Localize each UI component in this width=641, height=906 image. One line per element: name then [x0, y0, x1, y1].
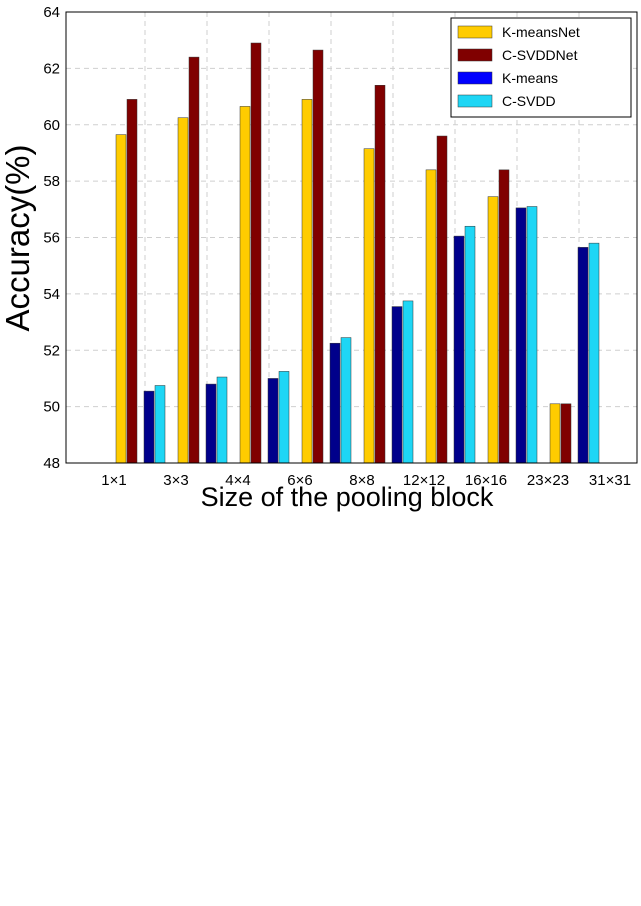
- y-tick-label: 54: [43, 286, 60, 303]
- x-tick-label: 23×23: [527, 472, 569, 489]
- legend-swatch: [457, 71, 493, 85]
- x-tick-labels: 1×1 3×3 4×4 6×6 8×8 12×12 16×16 23×23 31×31: [101, 472, 631, 489]
- y-tick-label: 60: [43, 117, 60, 134]
- x-axis-title: Size of the pooling block: [201, 482, 494, 512]
- legend-label: K-means: [502, 70, 558, 86]
- legend-label: C-SVDDNet: [502, 47, 578, 63]
- bar-k-means-8: [577, 247, 589, 464]
- bar-c-svddnet-0: [126, 99, 138, 464]
- bar-c-svddnet-2: [250, 42, 262, 464]
- bar-c-svddnet-5: [436, 135, 448, 464]
- bar-c-svddnet-6: [498, 169, 510, 464]
- bar-k-meansnet-2: [239, 106, 251, 464]
- y-tick-label: 62: [43, 60, 60, 77]
- bar-k-means-6: [453, 235, 465, 464]
- bars: [115, 42, 600, 464]
- bar-c-svdd-7: [526, 206, 538, 464]
- bar-c-svdd-1: [154, 385, 166, 464]
- x-tick-label: 16×16: [465, 472, 507, 489]
- bar-k-means-7: [515, 207, 527, 464]
- bar-c-svdd-2: [216, 376, 228, 464]
- legend-label: C-SVDD: [502, 93, 556, 109]
- bar-k-meansnet-3: [301, 99, 313, 464]
- bar-k-meansnet-4: [363, 148, 375, 464]
- bar-k-meansnet-6: [487, 196, 499, 464]
- bar-c-svddnet-3: [312, 49, 324, 464]
- bar-k-means-2: [205, 383, 217, 464]
- x-tick-label: 8×8: [349, 472, 374, 489]
- legend-swatch: [457, 94, 493, 108]
- bar-c-svdd-5: [402, 300, 414, 464]
- x-tick-label: 4×4: [225, 472, 250, 489]
- bar-k-means-3: [267, 378, 279, 464]
- y-tick-labels: 48 50 52 54 56 58 60 62 64: [43, 4, 60, 472]
- legend-swatch: [457, 25, 493, 39]
- bar-k-meansnet-1: [177, 117, 189, 464]
- bar-k-means-4: [329, 342, 341, 464]
- bar-c-svddnet-4: [374, 85, 386, 464]
- x-tick-label: 6×6: [287, 472, 312, 489]
- y-tick-label: 48: [43, 455, 60, 472]
- bar-c-svdd-6: [464, 225, 476, 464]
- bar-c-svdd-4: [340, 337, 352, 464]
- y-axis-title: Accuracy(%): [0, 144, 36, 331]
- legend: K-meansNet C-SVDDNet K-means C-SVDD: [450, 17, 632, 118]
- x-tick-label: 1×1: [101, 472, 126, 489]
- bar-k-means-1: [143, 390, 155, 464]
- y-tick-label: 64: [43, 4, 60, 21]
- y-tick-label: 56: [43, 230, 60, 247]
- bar-c-svdd-8: [588, 242, 600, 464]
- bar-c-svddnet-7: [560, 403, 572, 464]
- x-tick-label: 31×31: [589, 472, 631, 489]
- legend-swatch: [457, 48, 493, 62]
- bar-c-svddnet-1: [188, 56, 200, 464]
- bar-c-svdd-3: [278, 371, 290, 464]
- y-tick-label: 52: [43, 342, 60, 359]
- x-tick-label: 3×3: [163, 472, 188, 489]
- legend-label: K-meansNet: [502, 24, 580, 40]
- x-tick-label: 12×12: [403, 472, 445, 489]
- bar-k-meansnet-0: [115, 134, 127, 464]
- y-tick-label: 58: [43, 173, 60, 190]
- bar-k-meansnet-5: [425, 169, 437, 464]
- bar-k-meansnet-7: [549, 403, 561, 464]
- bar-k-means-5: [391, 306, 403, 464]
- plot-frame: [65, 11, 638, 464]
- y-tick-label: 50: [43, 399, 60, 416]
